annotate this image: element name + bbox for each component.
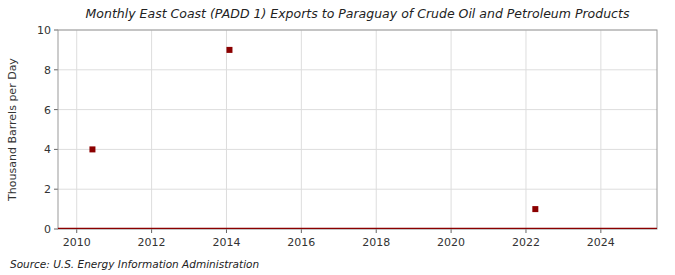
y-tick xyxy=(54,229,58,230)
y-tick-label: 6 xyxy=(44,104,51,117)
y-grid-line xyxy=(58,69,657,70)
x-grid-line xyxy=(151,30,152,229)
x-tick xyxy=(600,229,601,233)
x-grid-line xyxy=(226,30,227,229)
grid xyxy=(58,30,657,229)
x-tick-label: 2010 xyxy=(63,236,91,249)
y-grid-line xyxy=(58,109,657,110)
y-tick xyxy=(54,189,58,190)
y-tick-label: 2 xyxy=(44,183,51,196)
x-tick-label: 2022 xyxy=(512,236,540,249)
y-tick xyxy=(54,30,58,31)
x-grid-line xyxy=(600,30,601,229)
x-grid-line xyxy=(301,30,302,229)
y-tick-label: 0 xyxy=(44,223,51,236)
x-grid-line xyxy=(525,30,526,229)
x-tick xyxy=(525,229,526,233)
source: Source: U.S. Energy Information Administ… xyxy=(10,258,259,270)
y-tick xyxy=(54,149,58,150)
y-tick-label: 10 xyxy=(37,24,51,37)
marker xyxy=(532,206,538,212)
y-grid-line xyxy=(58,149,657,150)
marker xyxy=(89,146,95,152)
x-tick xyxy=(376,229,377,233)
title: Monthly East Coast (PADD 1) Exports to P… xyxy=(86,6,630,21)
marker xyxy=(226,47,232,53)
chart-container: 0 2 4 6 8 10 2010 2012 2014 2016 2018 2020 2022 2024 M… xyxy=(0,0,675,275)
x-tick xyxy=(301,229,302,233)
x-tick-label: 2016 xyxy=(287,236,315,249)
baseline xyxy=(58,228,657,229)
x-grid-line xyxy=(376,30,377,229)
x-tick xyxy=(151,229,152,233)
x-tick xyxy=(451,229,452,233)
y-tick-label: 8 xyxy=(44,64,51,77)
y-tick xyxy=(54,69,58,70)
y-tick-label: 4 xyxy=(44,143,51,156)
plot-frame xyxy=(58,30,657,229)
x-tick-label: 2020 xyxy=(437,236,465,249)
x-tick xyxy=(76,229,77,233)
x-tick-label: 2018 xyxy=(362,236,390,249)
x-tick xyxy=(226,229,227,233)
y-axis-label: Thousand Barrels per Day xyxy=(6,58,19,202)
data xyxy=(58,47,657,229)
x-tick-label: 2024 xyxy=(587,236,615,249)
x-tick-label: 2014 xyxy=(212,236,240,249)
chart: 0 2 4 6 8 10 2010 2012 2014 2016 2018 2020 2022 2024 M… xyxy=(0,0,675,275)
axes: 0 2 4 6 8 10 2010 2012 2014 2016 2018 2020 2022 2024 xyxy=(37,24,657,249)
x-tick-label: 2012 xyxy=(138,236,166,249)
y-tick xyxy=(54,109,58,110)
x-grid-line xyxy=(76,30,77,229)
y-grid-line xyxy=(58,189,657,190)
x-grid-line xyxy=(451,30,452,229)
